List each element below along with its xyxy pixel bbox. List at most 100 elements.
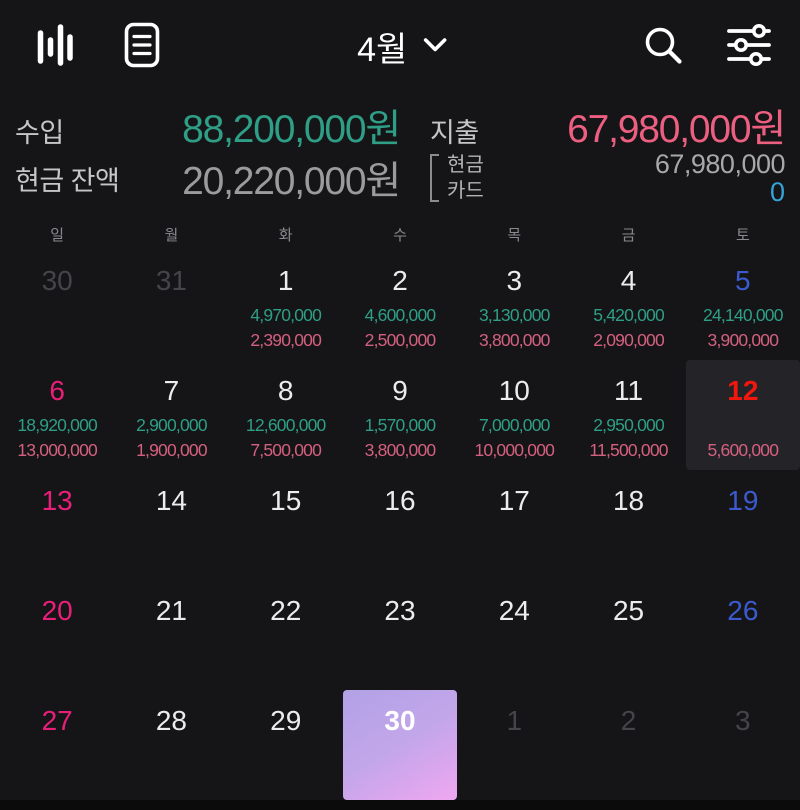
month-selector[interactable]: 4월 xyxy=(357,0,448,92)
calendar-day-normal-24[interactable]: 24 xyxy=(457,580,571,690)
day-income-amount: 18,920,000 xyxy=(17,415,97,435)
day-amounts: 3,130,000 3,800,000 xyxy=(479,303,550,353)
income-summary-row: 수입 88,200,000원 xyxy=(15,98,401,151)
day-income-amount: 2,950,000 xyxy=(593,415,664,435)
calendar-day-normal-11[interactable]: 11 2,950,000 11,500,000 xyxy=(571,360,685,470)
calendar-day-normal-25[interactable]: 25 xyxy=(571,580,685,690)
date-number: 30 xyxy=(41,265,73,296)
day-expense-amount: 2,500,000 xyxy=(364,330,436,350)
calendar-day-normal-17[interactable]: 17 xyxy=(457,470,571,580)
day-income-amount: 24,140,000 xyxy=(703,305,783,325)
date-number: 2 xyxy=(392,265,408,296)
bar-chart-icon xyxy=(36,21,74,72)
calendar-day-normal-29[interactable]: 29 xyxy=(229,690,343,800)
day-amounts: 2,950,000 11,500,000 xyxy=(589,413,668,463)
stats-button[interactable] xyxy=(36,21,74,72)
calendar-day-normal-14[interactable]: 14 xyxy=(114,470,228,580)
calendar-day-sat-19[interactable]: 19 xyxy=(686,470,800,580)
day-amounts: 12,600,000 7,500,000 xyxy=(246,413,326,463)
calendar-day-normal-18[interactable]: 18 xyxy=(571,470,685,580)
expense-total-value: 67,980,000원 xyxy=(567,108,786,151)
day-amounts: 4,970,000 2,390,000 xyxy=(250,303,321,353)
date-number: 23 xyxy=(384,595,416,626)
calendar-day-sun-20[interactable]: 20 xyxy=(0,580,114,690)
calendar-day-normal-10[interactable]: 10 7,000,000 10,000,000 xyxy=(457,360,571,470)
calendar-day-normal-4[interactable]: 4 5,420,000 2,090,000 xyxy=(571,250,685,360)
day-amounts: 18,920,000 13,000,000 xyxy=(17,413,97,463)
date-number: 15 xyxy=(270,485,302,516)
calendar-day-sun-6[interactable]: 6 18,920,000 13,000,000 xyxy=(0,360,114,470)
calendar-day-selected-30[interactable]: 30 xyxy=(342,690,458,800)
search-button[interactable] xyxy=(642,24,684,69)
day-expense-amount: 5,600,000 xyxy=(707,440,779,460)
calendar-day-today-12[interactable]: 12 5,600,000 xyxy=(685,360,800,470)
date-number: 3 xyxy=(735,705,751,736)
calendar-day-normal-1[interactable]: 1 4,970,000 2,390,000 xyxy=(229,250,343,360)
calendar-day-normal-2[interactable]: 2 4,600,000 2,500,000 xyxy=(343,250,457,360)
calendar-day-normal-9[interactable]: 9 1,570,000 3,800,000 xyxy=(343,360,457,470)
day-income-amount: 7,000,000 xyxy=(478,415,550,435)
calendar-day-normal-22[interactable]: 22 xyxy=(229,580,343,690)
cash-method-label: 현금 xyxy=(447,154,484,176)
weekday-header-3: 수 xyxy=(393,226,407,244)
weekday-header-1: 월 xyxy=(164,226,179,244)
calendar-day-normal-15[interactable]: 15 xyxy=(229,470,343,580)
calendar-day-next-1[interactable]: 1 xyxy=(457,690,571,800)
date-number: 18 xyxy=(612,485,645,516)
sliders-icon xyxy=(726,22,772,71)
filter-button[interactable] xyxy=(726,22,772,71)
day-income-amount: 12,600,000 xyxy=(245,415,326,435)
day-income-amount: 4,970,000 xyxy=(250,305,322,325)
day-income-amount: 5,420,000 xyxy=(593,305,664,325)
date-number: 29 xyxy=(270,705,302,736)
day-amounts: 7,000,000 10,000,000 xyxy=(474,413,554,463)
date-number: 7 xyxy=(163,375,180,406)
calendar-day-normal-3[interactable]: 3 3,130,000 3,800,000 xyxy=(457,250,571,360)
calendar-day-next-3[interactable]: 3 xyxy=(686,690,800,800)
transactions-list-button[interactable] xyxy=(124,22,160,71)
calendar-day-normal-21[interactable]: 21 xyxy=(114,580,228,690)
cash-balance-label: 현금 잔액 xyxy=(15,165,120,196)
day-expense-amount: 3,800,000 xyxy=(478,330,550,350)
calendar-day-sat-5[interactable]: 5 24,140,000 3,900,000 xyxy=(686,250,800,360)
day-income-amount: 3,130,000 xyxy=(478,305,550,325)
weekday-header-0: 일 xyxy=(50,226,65,244)
calendar-day-prev-31[interactable]: 31 xyxy=(114,250,228,360)
calendar-day-normal-23[interactable]: 23 xyxy=(343,580,457,690)
calendar-day-normal-16[interactable]: 16 xyxy=(343,470,457,580)
chevron-down-icon xyxy=(422,36,448,57)
calendar-day-prev-30[interactable]: 30 xyxy=(0,250,114,360)
search-icon xyxy=(642,24,684,69)
day-expense-amount: 3,900,000 xyxy=(707,330,779,350)
income-total-value: 88,200,000원 xyxy=(182,108,401,151)
day-expense-amount: 11,500,000 xyxy=(589,440,668,460)
calendar-day-next-2[interactable]: 2 xyxy=(571,690,685,800)
date-number: 24 xyxy=(498,595,530,626)
date-number: 27 xyxy=(41,705,73,736)
calendar-day-normal-28[interactable]: 28 xyxy=(114,690,228,800)
date-number: 25 xyxy=(612,595,645,626)
date-number: 10 xyxy=(498,375,530,406)
card-method-label: 카드 xyxy=(447,180,484,202)
income-label: 수입 xyxy=(15,118,64,148)
calendar-grid: 30 31 1 4,970,000 2,390,000 2 4,600,000 2,500,0… xyxy=(0,250,800,800)
day-expense-amount: 2,390,000 xyxy=(250,330,322,350)
calendar-day-sat-26[interactable]: 26 xyxy=(686,580,800,690)
date-number: 14 xyxy=(155,485,187,516)
day-expense-amount: 2,090,000 xyxy=(593,330,664,350)
calendar-day-normal-8[interactable]: 8 12,600,000 7,500,000 xyxy=(229,360,343,470)
day-expense-amount: 10,000,000 xyxy=(474,440,555,460)
calendar-day-sun-13[interactable]: 13 xyxy=(0,470,114,580)
monthly-summary: 수입 88,200,000원 현금 잔액 20,220,000원 지출 67,9… xyxy=(0,92,800,214)
day-amounts: 5,600,000 xyxy=(708,413,779,463)
day-expense-amount: 13,000,000 xyxy=(17,440,97,460)
day-amounts: 2,900,000 1,900,000 xyxy=(136,413,207,463)
date-number: 26 xyxy=(727,595,759,626)
top-bar: 4월 xyxy=(0,0,800,92)
calendar-day-sun-27[interactable]: 27 xyxy=(0,690,114,800)
calendar-day-normal-7[interactable]: 7 2,900,000 1,900,000 xyxy=(114,360,228,470)
cash-expense-value: 67,980,000 xyxy=(654,149,786,179)
day-expense-amount: 1,900,000 xyxy=(136,440,207,460)
